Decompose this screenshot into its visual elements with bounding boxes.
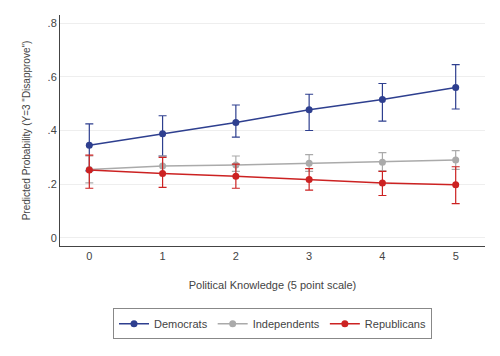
- svg-text:5: 5: [453, 250, 459, 262]
- svg-text:4: 4: [379, 250, 385, 262]
- svg-text:.6: .6: [48, 71, 57, 83]
- svg-text:2: 2: [233, 250, 239, 262]
- svg-text:Predicted Probability (Y=3 "Di: Predicted Probability (Y=3 "Disapprove"): [21, 41, 32, 221]
- svg-text:0: 0: [51, 232, 57, 244]
- svg-text:Political Knowledge (5 point s: Political Knowledge (5 point scale): [189, 279, 357, 291]
- svg-text:.4: .4: [48, 124, 57, 136]
- svg-text:.2: .2: [48, 178, 57, 190]
- svg-text:Independents: Independents: [253, 318, 320, 330]
- svg-text:3: 3: [306, 250, 312, 262]
- svg-text:Republicans: Republicans: [365, 318, 426, 330]
- svg-text:1: 1: [160, 250, 166, 262]
- svg-text:0: 0: [86, 250, 92, 262]
- svg-text:.8: .8: [48, 17, 57, 29]
- svg-text:Democrats: Democrats: [154, 318, 208, 330]
